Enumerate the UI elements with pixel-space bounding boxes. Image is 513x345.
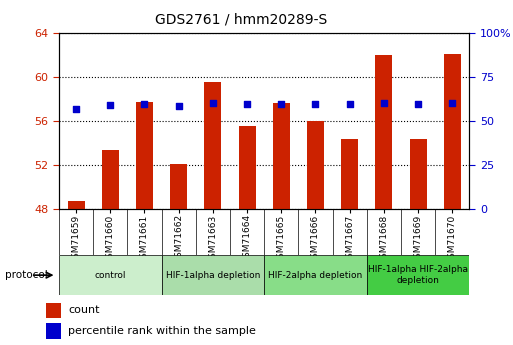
Bar bbox=[46, 323, 62, 339]
Text: count: count bbox=[68, 305, 100, 315]
Bar bbox=[170, 164, 187, 209]
Text: percentile rank within the sample: percentile rank within the sample bbox=[68, 326, 256, 336]
Point bbox=[106, 102, 114, 108]
Point bbox=[141, 101, 149, 107]
Bar bbox=[341, 139, 358, 209]
Point bbox=[277, 101, 285, 106]
Bar bbox=[444, 54, 461, 209]
Point bbox=[72, 107, 80, 112]
Text: HIF-1alpha HIF-2alpha
depletion: HIF-1alpha HIF-2alpha depletion bbox=[368, 265, 468, 285]
Text: control: control bbox=[94, 270, 126, 280]
Text: HIF-1alpha depletion: HIF-1alpha depletion bbox=[166, 270, 260, 280]
Point bbox=[311, 101, 320, 107]
Bar bbox=[273, 103, 290, 209]
Point bbox=[346, 101, 354, 107]
Bar bbox=[307, 121, 324, 209]
Bar bbox=[46, 303, 62, 318]
Point bbox=[174, 103, 183, 108]
Bar bbox=[264, 255, 367, 295]
Point bbox=[380, 101, 388, 106]
Bar bbox=[409, 139, 427, 209]
Bar bbox=[204, 82, 222, 209]
Bar bbox=[376, 55, 392, 209]
Bar bbox=[162, 255, 264, 295]
Bar bbox=[102, 150, 119, 209]
Point bbox=[414, 102, 422, 107]
Bar bbox=[367, 255, 469, 295]
Point bbox=[448, 101, 457, 106]
Text: HIF-2alpha depletion: HIF-2alpha depletion bbox=[268, 270, 363, 280]
Point bbox=[243, 101, 251, 107]
Text: GDS2761 / hmm20289-S: GDS2761 / hmm20289-S bbox=[155, 12, 327, 26]
Bar bbox=[136, 102, 153, 209]
Text: protocol: protocol bbox=[5, 270, 48, 280]
Bar bbox=[239, 126, 255, 209]
Point bbox=[209, 101, 217, 106]
Bar bbox=[68, 201, 85, 209]
Bar bbox=[59, 255, 162, 295]
